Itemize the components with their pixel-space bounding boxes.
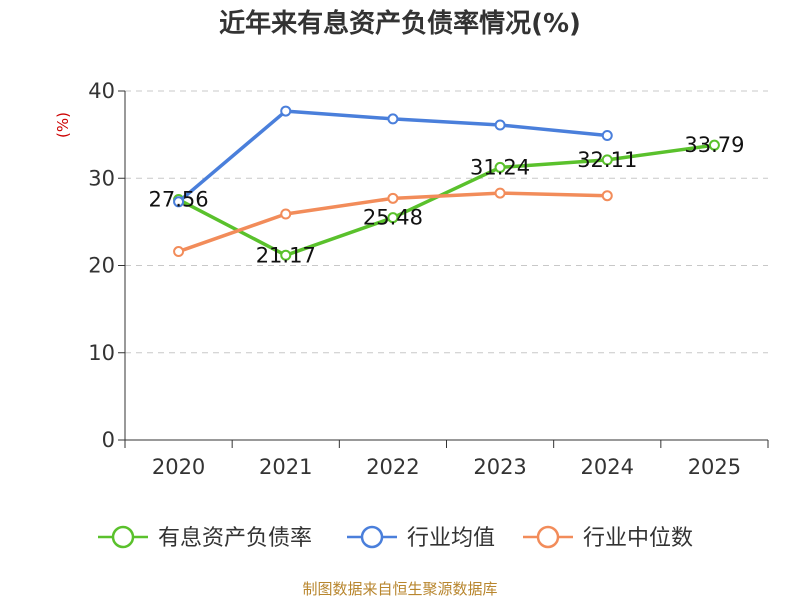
series-point-0	[601, 154, 613, 166]
series-line-1	[176, 109, 609, 204]
series-point-0	[387, 212, 399, 224]
legend-label: 行业中位数	[583, 526, 693, 551]
y-tick-label: 40	[88, 79, 115, 103]
legend-label: 行业均值	[407, 526, 495, 551]
x-tick-label: 2023	[473, 455, 526, 479]
x-tick-label: 2024	[581, 455, 634, 479]
series-group	[173, 105, 720, 261]
legend-item-2: 行业中位数	[523, 525, 693, 551]
data-label: 21.17	[256, 243, 316, 267]
series-line-0	[176, 143, 717, 258]
series-point-2	[173, 246, 185, 258]
legend-item-1: 行业均值	[347, 525, 495, 551]
series-point-1	[387, 113, 399, 125]
series-point-0	[494, 161, 506, 173]
legend-marker	[111, 525, 135, 549]
data-label: 33.79	[684, 133, 744, 157]
series-point-0	[280, 249, 292, 261]
y-tick-label: 10	[88, 341, 115, 365]
legend-marker	[360, 525, 384, 549]
series-point-1	[173, 196, 185, 208]
series-point-2	[494, 187, 506, 199]
y-tick-label: 30	[88, 166, 115, 190]
series-point-2	[387, 192, 399, 204]
series-point-0	[708, 139, 720, 151]
legend-item-0: 有息资产负债率	[98, 525, 312, 551]
x-tick-label: 2022	[366, 455, 419, 479]
legend-label: 有息资产负债率	[158, 526, 312, 551]
y-axis-label: (%)	[54, 112, 72, 138]
data-labels: 27.56 21.17 25.48 31.24 32.11 33.79	[149, 133, 745, 267]
data-label: 32.11	[577, 148, 637, 172]
source-note: 制图数据来自恒生聚源数据库	[302, 580, 497, 598]
series-point-1	[601, 129, 613, 141]
chart-title: 近年来有息资产负债率情况(%)	[219, 8, 581, 39]
y-tick-label: 0	[102, 428, 115, 452]
data-label: 25.48	[363, 206, 423, 230]
series-point-1	[280, 105, 292, 117]
x-tick-label: 2020	[152, 455, 205, 479]
x-tick-label: 2025	[688, 455, 741, 479]
series-point-2	[601, 190, 613, 202]
data-label: 27.56	[149, 188, 209, 212]
series-point-1	[494, 119, 506, 131]
data-label: 31.24	[470, 155, 530, 179]
axes: 0 10 20 30 40 2020 2021 2022 2023 2024 2025	[88, 79, 769, 479]
y-tick-label: 20	[88, 254, 115, 278]
x-tick-label: 2021	[259, 455, 312, 479]
grid-lines	[125, 90, 768, 354]
series-point-2	[280, 208, 292, 220]
legend: 有息资产负债率 行业均值 行业中位数	[98, 525, 693, 551]
legend-marker	[536, 525, 560, 549]
